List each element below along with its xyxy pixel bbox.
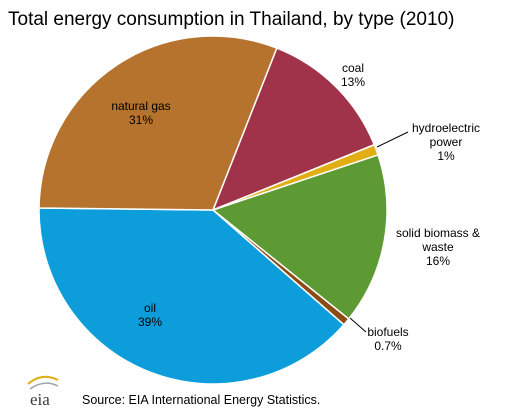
- leader-line-hydroelectric-power: [376, 131, 409, 148]
- slice-label-oil: oil 39%: [138, 301, 162, 329]
- source-note: Source: EIA International Energy Statist…: [82, 393, 320, 407]
- pie-slices: [38, 35, 388, 385]
- slice-labels: coal 13% hydroelectric power 1% solid biomass…: [111, 61, 480, 353]
- eia-logo-icon: eia: [27, 375, 59, 409]
- pie-slice-natural-gas: [38, 35, 278, 211]
- slice-label-natural-gas: natural gas 31%: [111, 99, 170, 127]
- pie-slice-oil: [38, 207, 345, 385]
- eia-logo-text: eia: [30, 390, 50, 409]
- pie-slice-solid-biomass-and-waste: [212, 154, 388, 320]
- slice-label-biofuels: biofuels 0.7%: [367, 325, 408, 353]
- slice-label-solid-biomass-and-waste: solid biomass & waste 16%: [396, 226, 480, 268]
- chart-title: Total energy consumption in Thailand, by…: [8, 9, 454, 30]
- leader-lines: [349, 131, 409, 333]
- slice-label-coal: coal 13%: [341, 61, 365, 89]
- pie-slice-coal: [212, 47, 376, 211]
- slice-label-hydroelectric-power: hydroelectric power 1%: [412, 121, 480, 163]
- leader-line-biofuels: [349, 317, 367, 333]
